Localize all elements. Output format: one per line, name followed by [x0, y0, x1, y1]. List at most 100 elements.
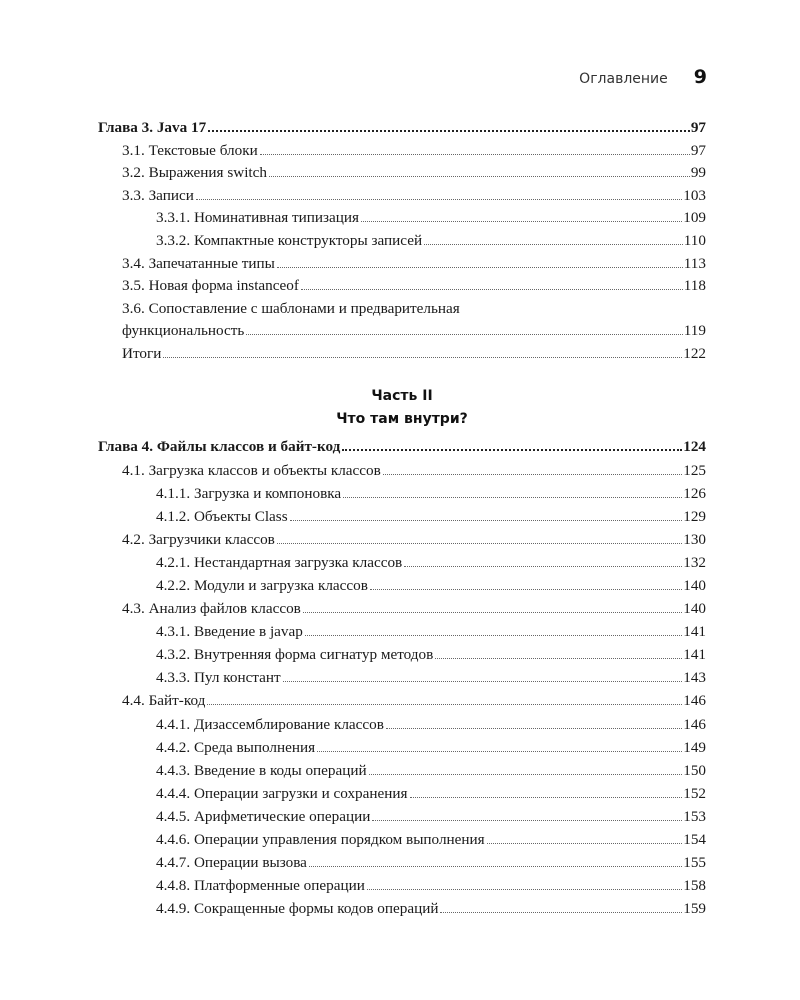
toc-entry[interactable]: 3.2. Выражения switch 99 [98, 162, 706, 185]
dot-leader [308, 865, 683, 867]
toc-entry[interactable]: Итоги 122 [98, 343, 706, 366]
toc-chapter-entry[interactable]: Глава 4. Файлы классов и байт-код 124 [98, 434, 706, 459]
toc-entry-title: 4.4.9. Сокращенные формы кодов операций [156, 899, 439, 917]
toc-entry[interactable]: 4.4.1. Дизассемблирование классов 146 [98, 713, 706, 736]
toc-entry[interactable]: 4.2.2. Модули и загрузка классов 140 [98, 574, 706, 597]
dot-leader [366, 888, 683, 890]
toc-entry-page: 158 [683, 876, 706, 894]
toc-entry-page: 132 [683, 554, 706, 572]
toc-entry[interactable]: 3.1. Текстовые блоки 97 [98, 140, 706, 163]
toc-entry[interactable]: 4.4.7. Операции вызова 155 [98, 851, 706, 874]
dot-leader [195, 198, 683, 200]
dot-leader [163, 356, 683, 358]
toc-entry-page: 152 [683, 784, 706, 802]
toc-entry-title: 4.4.4. Операции загрузки и сохранения [156, 784, 408, 802]
toc-entry-title: 4.4.7. Операции вызова [156, 853, 307, 871]
dot-leader [268, 176, 690, 178]
toc-entry-page: 109 [683, 209, 706, 227]
dot-leader [385, 727, 683, 729]
dot-leader [369, 589, 683, 591]
dot-leader [368, 773, 683, 775]
toc-entry-title: 4.2. Загрузчики классов [122, 531, 275, 549]
toc-entry[interactable]: 4.1.1. Загрузка и компоновка 126 [98, 482, 706, 505]
toc-entry-title: 4.2.1. Нестандартная загрузка классов [156, 554, 403, 572]
dot-leader [424, 243, 683, 245]
toc-entry-title: 4.4.8. Платформенные операции [156, 876, 365, 894]
toc-entry-page: 149 [683, 738, 706, 756]
toc-entry-title: 4.4.3. Введение в коды операций [156, 761, 367, 779]
toc-entry-page: 143 [683, 669, 706, 687]
toc-entry[interactable]: 4.4.2. Среда выполнения 149 [98, 736, 706, 759]
toc-entry-page: 103 [683, 186, 706, 204]
toc-entry-page: 141 [683, 623, 706, 641]
toc-entry-page: 124 [683, 438, 706, 455]
toc-entry[interactable]: 4.2. Загрузчики классов 130 [98, 528, 706, 551]
toc-entry-page: 129 [683, 508, 706, 526]
toc-entry[interactable]: 4.4. Байт-код 146 [98, 689, 706, 712]
toc-entry[interactable]: 4.1.2. Объекты Class 129 [98, 505, 706, 528]
toc-entry[interactable]: 3.3.1. Номинативная типизация 109 [98, 207, 706, 230]
toc-entry[interactable]: 4.2.1. Нестандартная загрузка классов 132 [98, 551, 706, 574]
dot-leader [343, 497, 683, 499]
toc-entry-title: 3.6. Сопоставление с шаблонами и предвар… [122, 299, 460, 317]
toc-entry[interactable]: 3.6. Сопоставление с шаблонами и предвар… [98, 298, 706, 321]
dot-leader [282, 681, 683, 683]
dot-leader [435, 658, 683, 660]
toc-entry-title: функциональность [122, 322, 245, 340]
toc-entry-page: 154 [683, 830, 706, 848]
toc-entry-title: 3.4. Запечатанные типы [122, 254, 275, 272]
dot-leader [486, 842, 683, 844]
dot-leader [382, 474, 683, 475]
toc-entry-page: 119 [683, 322, 706, 340]
toc-entry-title: 3.2. Выражения switch [122, 164, 267, 182]
toc-entry[interactable]: 3.5. Новая форма instanceof 118 [98, 275, 706, 298]
toc-entry-title: 4.1.1. Загрузка и компоновка [156, 485, 342, 503]
toc-entry-title: 3.3.1. Номинативная типизация [156, 209, 360, 227]
toc-entry-page: 159 [683, 899, 706, 917]
toc-entry-page: 150 [683, 761, 706, 779]
dot-leader [342, 449, 683, 451]
toc-entry-continuation[interactable]: функциональность 119 [98, 320, 706, 343]
toc-entry-page: 140 [683, 600, 706, 618]
toc-entry[interactable]: 4.3.3. Пул констант 143 [98, 666, 706, 689]
dot-leader [304, 635, 683, 637]
dot-leader [208, 130, 690, 132]
toc-entry[interactable]: 4.4.6. Операции управления порядком выпо… [98, 828, 706, 851]
dot-leader [246, 334, 683, 336]
toc-entry-page: 146 [683, 692, 706, 710]
toc-entry-title: 4.4.6. Операции управления порядком выпо… [156, 830, 485, 848]
part-label: Часть II [371, 388, 433, 404]
toc-entry-page: 99 [690, 164, 706, 182]
toc-entry[interactable]: 3.3.2. Компактные конструкторы записей 11… [98, 230, 706, 253]
toc-entry-page: 140 [683, 577, 706, 595]
toc-entry-title: 4.3.3. Пул констант [156, 669, 281, 687]
toc-entry[interactable]: 4.3.2. Внутренняя форма сигнатур методов… [98, 643, 706, 666]
toc-entry[interactable]: 4.4.8. Платформенные операции 158 [98, 874, 706, 897]
toc-entry[interactable]: 3.4. Запечатанные типы 113 [98, 253, 706, 276]
dot-leader [372, 819, 683, 821]
toc-entry[interactable]: 4.1. Загрузка классов и объекты классов 1… [98, 459, 706, 482]
toc-entry[interactable]: 4.4.4. Операции загрузки и сохранения 152 [98, 782, 706, 805]
toc-entry-title: 4.4.2. Среда выполнения [156, 738, 316, 756]
toc-entry-page: 125 [683, 462, 706, 479]
toc-entry-page: 97 [690, 141, 706, 159]
toc-entry-title: 4.4.1. Дизассемблирование классов [156, 715, 384, 733]
toc-entry[interactable]: 4.3. Анализ файлов классов 140 [98, 597, 706, 620]
toc-entry-title: Глава 4. Файлы классов и байт-код [98, 438, 341, 455]
toc-entry-page: 97 [690, 119, 706, 136]
dot-leader [276, 543, 683, 545]
toc-entry-title: 4.4. Байт-код [122, 692, 206, 710]
toc-entry[interactable]: 3.3. Записи 103 [98, 185, 706, 208]
toc-entry-page: 141 [683, 646, 706, 664]
toc-entry-title: 4.3. Анализ файлов классов [122, 600, 301, 618]
dot-leader [207, 704, 683, 706]
toc-entry[interactable]: 4.4.3. Введение в коды операций 150 [98, 759, 706, 782]
toc-entry[interactable]: 4.4.5. Арифметические операции 153 [98, 805, 706, 828]
toc-entry-title: 3.1. Текстовые блоки [122, 141, 258, 159]
toc-chapter-entry[interactable]: Глава 3. Java 17 97 [98, 117, 706, 140]
toc-entry-page: 110 [683, 231, 706, 249]
toc-entry[interactable]: 4.4.9. Сокращенные формы кодов операций 1… [98, 897, 706, 920]
dot-leader [259, 153, 690, 155]
dot-leader [440, 911, 683, 913]
toc-entry[interactable]: 4.3.1. Введение в javap 141 [98, 620, 706, 643]
